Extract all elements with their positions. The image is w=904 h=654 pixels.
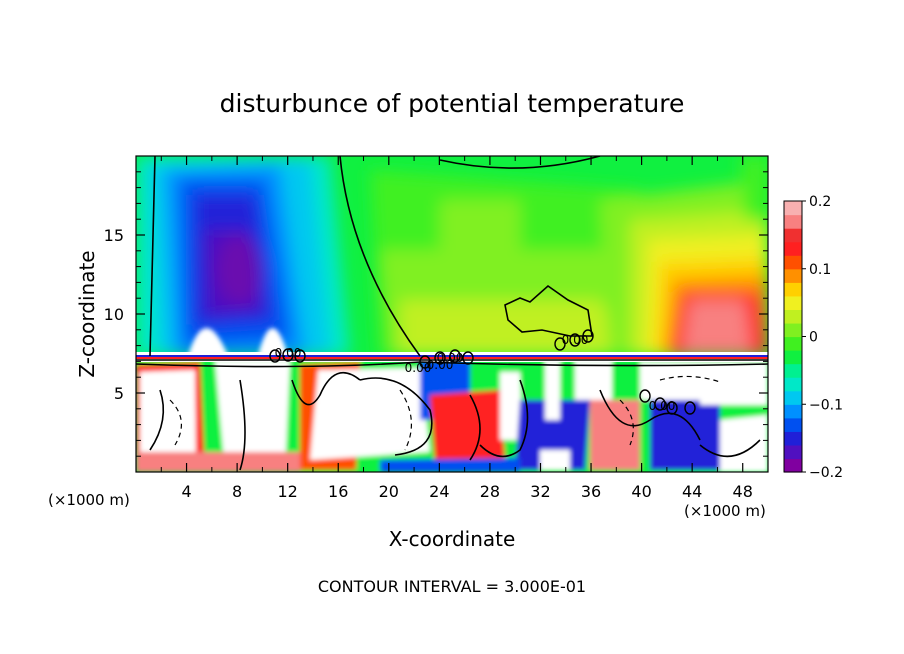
colorbar-swatch (784, 404, 802, 419)
x-tick-label: 24 (429, 482, 449, 501)
y-tick-label: 15 (104, 226, 124, 245)
x-unit-note-left: (×1000 m) (48, 491, 130, 509)
colorbar-swatch (784, 322, 802, 338)
colorbar-swatch (784, 255, 802, 270)
y-tick-label: 5 (114, 384, 124, 403)
colorbar-swatch (784, 268, 802, 283)
colorbar-swatch (784, 431, 802, 446)
x-tick-label: 20 (379, 482, 399, 501)
y-axis: 5 10 15 (104, 171, 768, 457)
colorbar-swatch (784, 201, 802, 216)
x-tick-label: 32 (530, 482, 550, 501)
field-smooth-layer (136, 156, 768, 356)
x-axis: 4 8 12 16 20 24 28 32 36 40 44 48 (160, 156, 753, 501)
colorbar-swatch (784, 377, 802, 392)
x-tick-label: 44 (682, 482, 702, 501)
chart-title: disturbunce of potential temperature (220, 89, 685, 118)
x-axis-label: X-coordinate (389, 527, 516, 551)
x-tick-label: 40 (631, 482, 651, 501)
contour-label: 0.00 (427, 358, 454, 372)
colorbar-swatch (784, 350, 802, 365)
colorbar-swatch (784, 363, 802, 378)
x-tick-label: 28 (480, 482, 500, 501)
contour-lines (136, 156, 768, 471)
x-tick-label: 8 (232, 482, 242, 501)
colorbar-tick-label: −0.2 (809, 465, 843, 481)
colorbar-swatch (784, 282, 802, 297)
colorbar-swatch (784, 228, 802, 243)
y-tick-label: 10 (104, 305, 124, 324)
y-axis-label: Z-coordinate (75, 250, 99, 377)
colorbar-swatch (784, 241, 802, 256)
colorbar-tick-label: −0.1 (809, 397, 843, 413)
contour-interval-note: CONTOUR INTERVAL = 3.000E-01 (318, 577, 586, 596)
colorbar (783, 200, 803, 473)
contour-label: 0.00 (275, 346, 302, 360)
x-tick-label: 12 (278, 482, 298, 501)
x-unit-note-right: (×1000 m) (684, 502, 766, 520)
colorbar-tick-label: 0.2 (809, 194, 831, 210)
colorbar-ticks: 0.2 0.1 0 −0.1 −0.2 (802, 194, 843, 481)
colorbar-swatch (784, 417, 802, 432)
colorbar-tick-label: 0 (809, 330, 818, 346)
field (136, 156, 768, 472)
colorbar-swatch (784, 444, 802, 460)
field-turbulent-layer (136, 328, 768, 472)
contour-label: 0.00 (405, 361, 432, 375)
contour-label: 0.00 (562, 333, 589, 347)
colorbar-tick-label: 0.1 (809, 262, 831, 278)
x-tick-label: 4 (181, 482, 191, 501)
colorbar-swatch (784, 214, 802, 229)
colorbar-swatch (784, 295, 802, 310)
colorbar-swatch (784, 309, 802, 324)
colorbar-swatch (784, 336, 802, 351)
contour-label: 0.00 (437, 351, 464, 365)
x-tick-label: 36 (581, 482, 601, 501)
contour-labels: 0.000.000.000.000.000.00 (275, 333, 676, 413)
contour-label: 0.00 (649, 399, 676, 413)
colorbar-swatch (784, 458, 802, 473)
x-tick-label: 16 (328, 482, 348, 501)
colorbar-swatch (784, 390, 802, 405)
x-tick-label: 48 (733, 482, 753, 501)
